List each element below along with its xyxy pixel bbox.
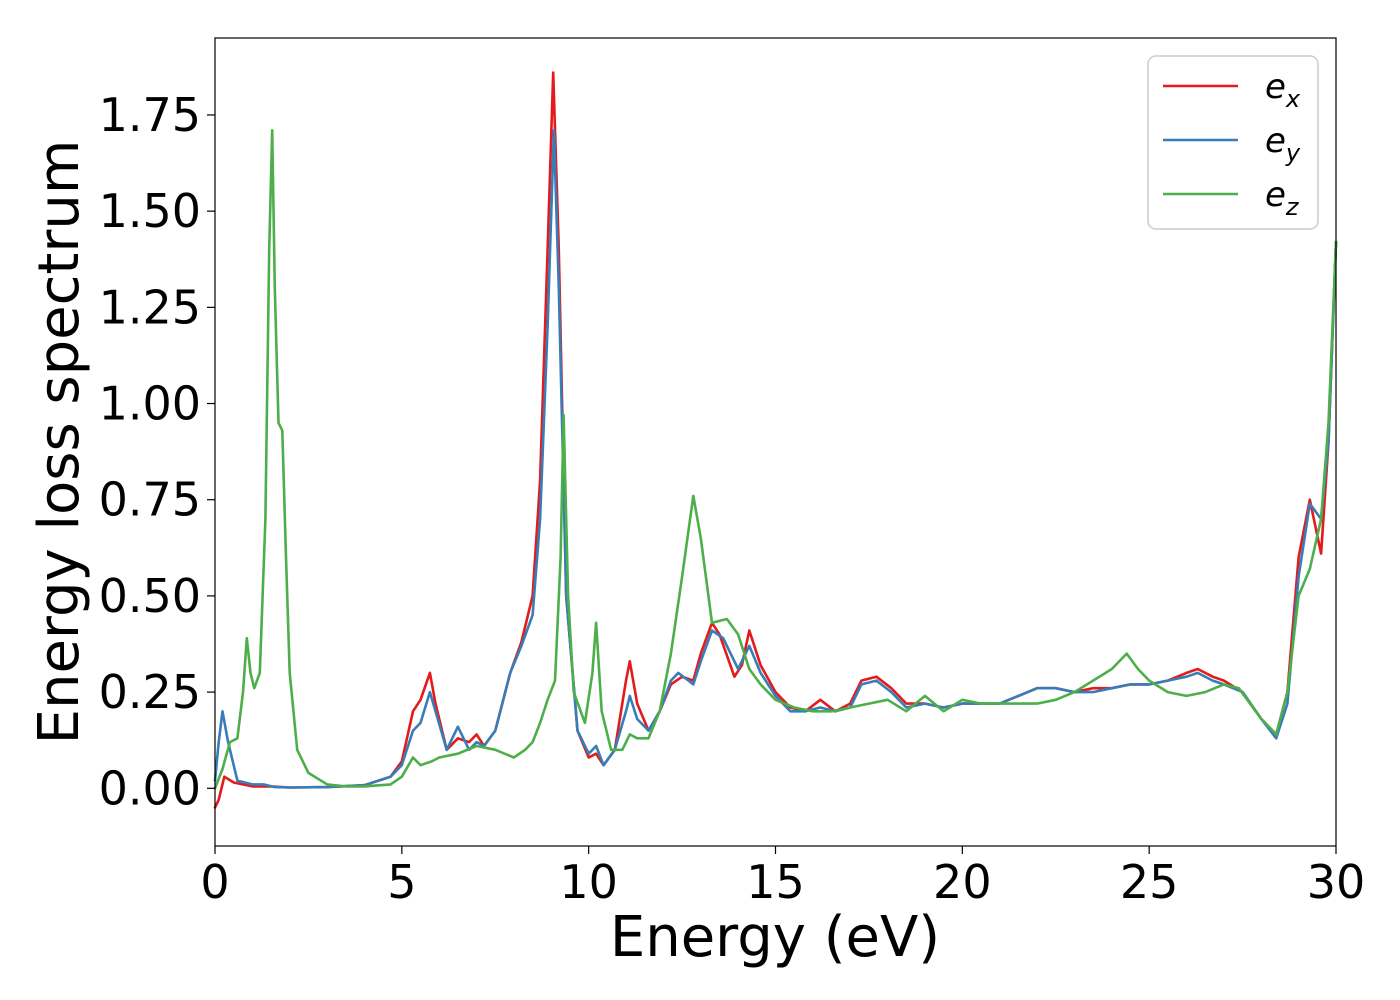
x-tick-label: 15 xyxy=(746,855,805,909)
legend-box xyxy=(1147,55,1319,230)
y-tick-label: 0.00 xyxy=(99,761,201,815)
x-tick-label: 30 xyxy=(1307,855,1366,909)
series-layer xyxy=(213,71,1338,809)
x-tick-label: 0 xyxy=(200,855,229,909)
x-axis-ticks: 0 5 10 15 20 25 30 xyxy=(200,846,1365,909)
x-tick-label: 5 xyxy=(387,855,416,909)
x-tick-label: 25 xyxy=(1120,855,1179,909)
series-line-ez xyxy=(213,129,1338,790)
y-tick-label: 1.75 xyxy=(99,88,201,142)
y-axis-label: Energy loss spectrum xyxy=(27,140,92,745)
x-tick-label: 20 xyxy=(933,855,992,909)
y-axis-ticks: 0.00 0.25 0.50 0.75 1.00 1.25 1.50 1.75 xyxy=(99,88,215,815)
y-tick-label: 1.00 xyxy=(99,377,201,431)
y-tick-label: 1.50 xyxy=(99,184,201,238)
y-tick-label: 0.50 xyxy=(99,569,201,623)
y-tick-label: 0.25 xyxy=(99,665,201,719)
x-tick-label: 10 xyxy=(559,855,618,909)
series-line-ey xyxy=(213,129,1338,789)
y-tick-label: 1.25 xyxy=(99,280,201,334)
x-axis-label: Energy (eV) xyxy=(610,905,940,970)
y-tick-label: 0.75 xyxy=(99,473,201,527)
